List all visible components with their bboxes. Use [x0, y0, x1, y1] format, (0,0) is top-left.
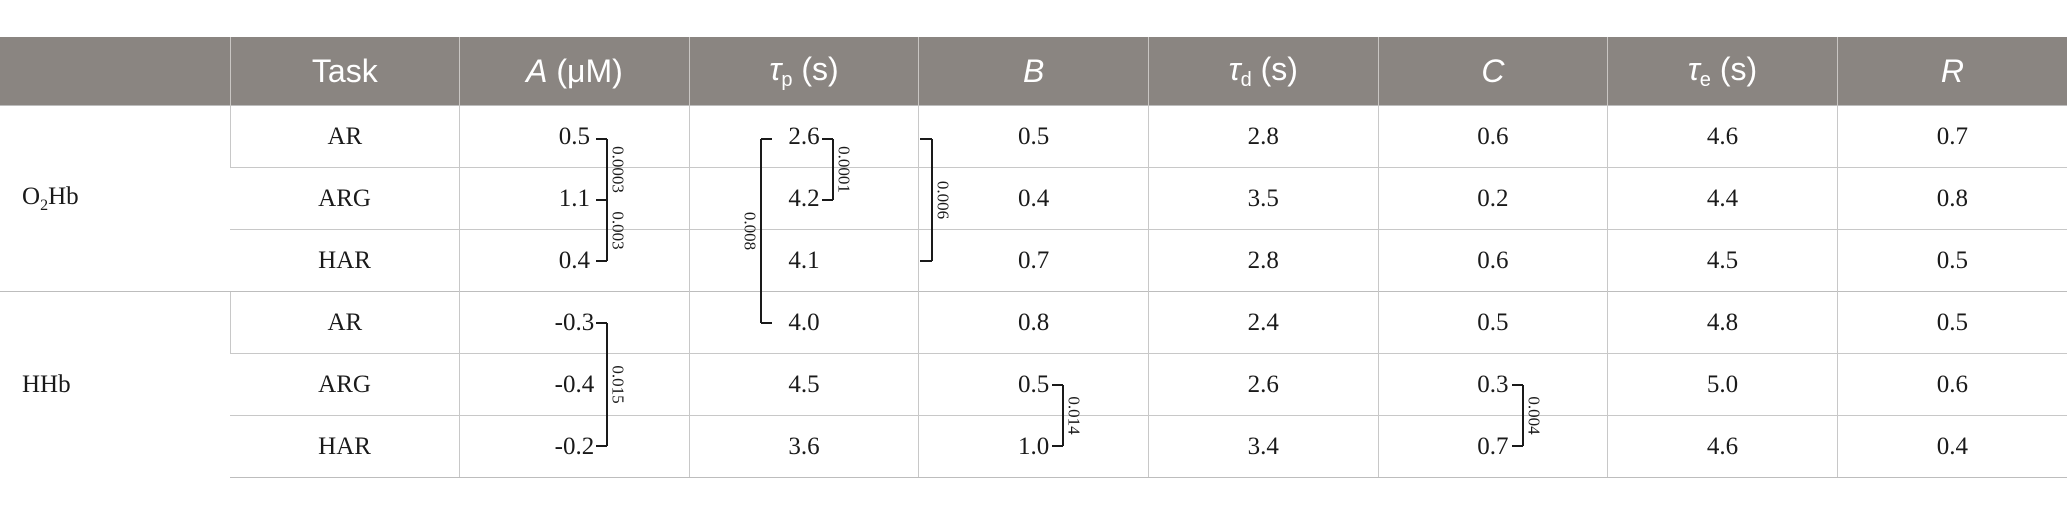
cell-a: 0.4 — [459, 229, 690, 292]
cell-task: ARG — [230, 167, 460, 230]
cell-tau-d: 2.8 — [1147, 229, 1379, 292]
cell-tau-e: 4.8 — [1607, 291, 1838, 354]
cell-b: 0.5 — [918, 353, 1149, 416]
results-table: Task A (μM) τp (s) B τd (s) C τe (s) R O… — [0, 37, 2067, 478]
cell-c: 0.6 — [1377, 229, 1608, 292]
cell-b: 0.8 — [918, 291, 1149, 354]
cell-r: 0.5 — [1836, 229, 2067, 292]
cell-c: 0.5 — [1377, 291, 1608, 354]
group-label-hhb: HHb — [0, 291, 231, 478]
cell-tau-p: 3.6 — [688, 415, 919, 478]
cell-b: 0.5 — [918, 105, 1149, 168]
cell-tau-p: 4.2 — [688, 167, 919, 230]
cell-a: -0.2 — [459, 415, 690, 478]
header-r: R — [1836, 37, 2067, 106]
cell-tau-e: 4.6 — [1607, 105, 1838, 168]
cell-tau-d: 3.5 — [1147, 167, 1379, 230]
table-row: HHb AR -0.3 4.0 0.8 2.4 0.5 4.8 0.5 — [0, 291, 2067, 478]
cell-a: -0.3 — [459, 291, 690, 354]
cell-c: 0.2 — [1377, 167, 1608, 230]
cell-tau-d: 2.4 — [1147, 291, 1379, 354]
cell-task: AR — [229, 105, 460, 168]
cell-c: 0.3 — [1377, 353, 1608, 416]
cell-c: 0.7 — [1377, 415, 1608, 478]
cell-r: 0.8 — [1836, 167, 2067, 230]
header-task: Task — [229, 37, 460, 106]
cell-a: -0.4 — [459, 353, 690, 416]
cell-r: 0.7 — [1836, 105, 2067, 168]
cell-tau-e: 4.4 — [1607, 167, 1838, 230]
cell-tau-d: 2.6 — [1147, 353, 1379, 416]
header-c: C — [1377, 37, 1608, 106]
table-row: HAR -0.2 3.6 1.0 3.4 0.7 4.6 0.4 — [0, 415, 2067, 478]
cell-r: 0.4 — [1836, 415, 2067, 478]
table-row: ARG 1.1 4.2 0.4 3.5 0.2 4.4 0.8 — [0, 167, 2067, 230]
header-row: Task A (μM) τp (s) B τd (s) C τe (s) R — [0, 37, 2067, 106]
table-row: O2Hb AR 0.5 2.6 0.5 2.8 0.6 4.6 0.7 — [0, 105, 2067, 292]
cell-a: 0.5 — [459, 105, 690, 168]
cell-tau-p: 4.5 — [688, 353, 919, 416]
results-table-wrapper: Task A (μM) τp (s) B τd (s) C τe (s) R O… — [0, 37, 2067, 478]
cell-a: 1.1 — [459, 167, 690, 230]
cell-b: 0.4 — [918, 167, 1149, 230]
cell-task: AR — [229, 291, 460, 354]
table-row: ARG -0.4 4.5 0.5 2.6 0.3 5.0 0.6 — [0, 353, 2067, 416]
group-label-o2hb: O2Hb — [0, 105, 231, 292]
header-tau-e: τe (s) — [1607, 37, 1838, 106]
cell-tau-p: 4.1 — [688, 229, 919, 292]
header-tau-p: τp (s) — [688, 37, 919, 106]
cell-tau-d: 2.8 — [1147, 105, 1379, 168]
cell-tau-e: 4.5 — [1607, 229, 1838, 292]
cell-b: 0.7 — [918, 229, 1149, 292]
cell-tau-p: 4.0 — [688, 291, 919, 354]
cell-r: 0.6 — [1836, 353, 2067, 416]
header-tau-d: τd (s) — [1147, 37, 1379, 106]
cell-tau-e: 5.0 — [1607, 353, 1838, 416]
header-b: B — [918, 37, 1149, 106]
table-row: HAR 0.4 4.1 0.7 2.8 0.6 4.5 0.5 — [0, 229, 2067, 292]
cell-c: 0.6 — [1377, 105, 1608, 168]
cell-task: ARG — [230, 353, 460, 416]
cell-r: 0.5 — [1836, 291, 2067, 354]
cell-tau-d: 3.4 — [1147, 415, 1379, 478]
cell-tau-p: 2.6 — [688, 105, 919, 168]
cell-task: HAR — [230, 229, 460, 292]
cell-b: 1.0 — [918, 415, 1149, 478]
header-a: A (μM) — [459, 37, 690, 106]
cell-task: HAR — [230, 415, 460, 478]
cell-tau-e: 4.6 — [1607, 415, 1838, 478]
header-blank — [0, 37, 231, 106]
